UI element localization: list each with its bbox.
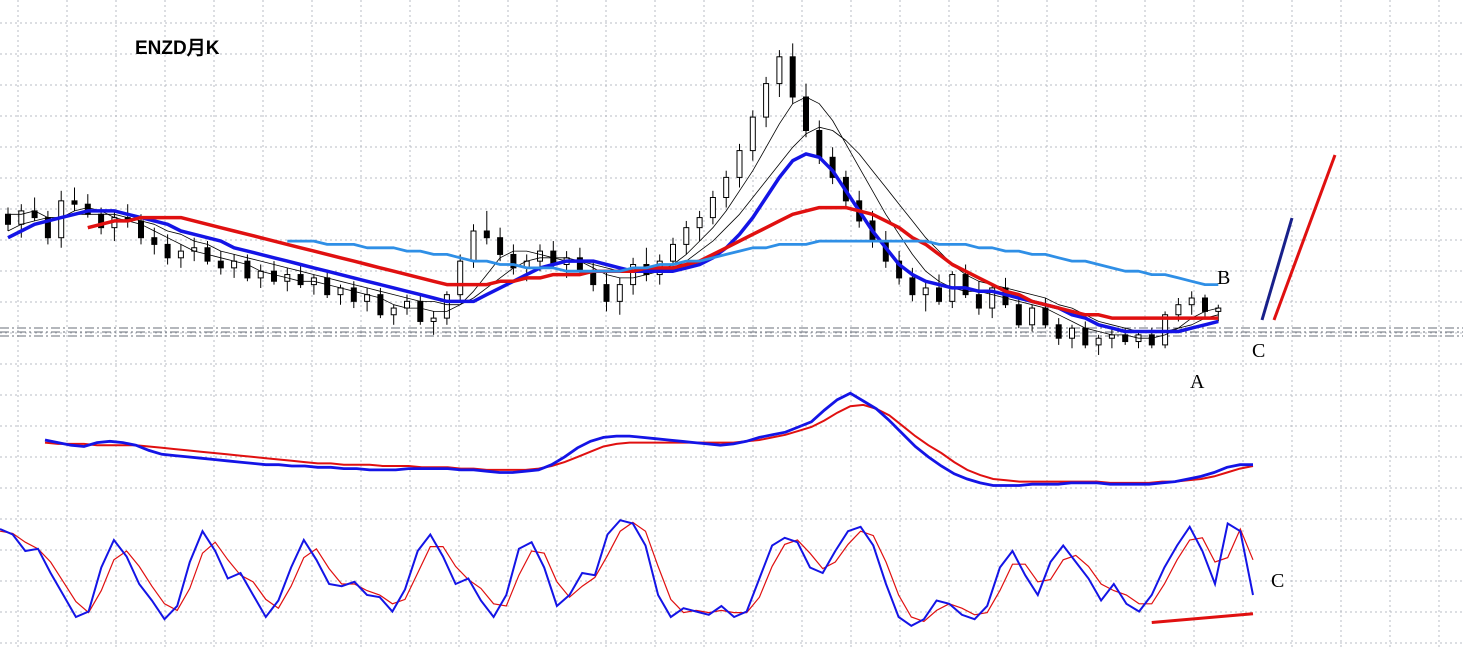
candle-body-down	[975, 294, 982, 309]
moving-average-blue	[7, 152, 1219, 334]
candle-body-up	[337, 287, 344, 296]
candle-body-down	[896, 260, 903, 279]
indicator-line-slow	[44, 403, 1254, 484]
candle-body-down	[936, 287, 942, 302]
candle-body-up	[709, 197, 716, 219]
candle-body-up	[470, 230, 477, 262]
candle-body-up	[537, 250, 543, 262]
candle-body-up	[1108, 334, 1115, 339]
candle-body-down	[1122, 334, 1129, 343]
candle-body-up	[616, 284, 623, 302]
candle-body-up	[630, 264, 637, 286]
candle-body-down	[217, 260, 224, 269]
candle-body-up	[231, 260, 238, 269]
moving-average-sky	[287, 239, 1219, 286]
candle-body-up	[18, 210, 25, 225]
candlesticks	[5, 43, 1222, 355]
candle-body-up	[443, 294, 450, 319]
candle-body-up	[257, 270, 264, 279]
oscillator-lines	[0, 519, 1254, 627]
candle-body-down	[5, 213, 11, 225]
candle-body-up	[1175, 304, 1182, 316]
candle-body-up	[430, 317, 437, 322]
candle-body-down	[497, 237, 504, 255]
candle-body-down	[483, 230, 490, 239]
candle-body-up	[390, 307, 397, 316]
candle-body-up	[989, 287, 996, 309]
indicator-lines	[44, 391, 1254, 487]
candle-body-up	[776, 56, 783, 85]
candle-body-up	[1215, 307, 1222, 312]
candle-body-up	[749, 116, 756, 152]
candle-body-down	[271, 270, 277, 282]
candle-body-up	[723, 176, 730, 198]
marker-c-oscillator-label: C	[1271, 570, 1285, 592]
candle-body-down	[1082, 327, 1089, 346]
candle-body-up	[177, 250, 184, 259]
candle-body-down	[1042, 307, 1049, 326]
marker-c-price-label: C	[1252, 340, 1266, 362]
candle-body-up	[683, 227, 690, 245]
candle-body-up	[1188, 297, 1195, 306]
candle-body-up	[364, 294, 371, 302]
candle-body-down	[244, 260, 251, 279]
oscillator-divergence-line	[1151, 612, 1254, 624]
candle-body-down	[164, 243, 171, 259]
candle-body-up	[1095, 337, 1102, 346]
candle-body-down	[1055, 324, 1062, 339]
indicator-line-fast	[44, 391, 1253, 487]
candle-body-up	[1029, 307, 1036, 326]
candle-body-down	[1015, 304, 1022, 326]
candle-body-down	[417, 300, 424, 322]
candle-body-down	[603, 284, 610, 302]
candle-body-down	[377, 294, 384, 316]
candle-body-down	[297, 274, 304, 286]
candle-body-down	[350, 287, 357, 302]
candle-body-up	[670, 243, 676, 262]
projection-lines	[1260, 154, 1337, 321]
candle-body-down	[803, 96, 809, 131]
candle-body-up	[736, 150, 743, 178]
price-reference-lines	[0, 327, 1463, 337]
projection-line-red	[1272, 154, 1337, 321]
marker-a-label: A	[1190, 371, 1205, 393]
moving-average-red	[87, 205, 1219, 320]
candle-body-down	[816, 130, 823, 158]
moving-average-thin	[8, 96, 1219, 339]
candle-body-up	[457, 260, 464, 296]
moving-averages	[7, 96, 1219, 339]
projection-line-blue	[1260, 217, 1294, 321]
candle-body-down	[324, 277, 331, 296]
marker-b-label: B	[1217, 267, 1231, 289]
candle-body-down	[909, 277, 916, 296]
chart-title: ENZD月K	[135, 38, 220, 59]
candle-body-up	[696, 217, 703, 229]
candle-body-down	[789, 56, 796, 98]
candle-body-up	[404, 300, 410, 309]
candle-body-down	[1202, 297, 1208, 312]
candle-body-up	[1069, 327, 1075, 339]
candle-body-up	[922, 287, 929, 296]
candle-body-down	[71, 200, 78, 205]
candle-body-down	[1148, 334, 1155, 346]
oscillator-line-fast	[0, 519, 1254, 627]
candle-body-up	[763, 83, 770, 118]
candle-body-down	[151, 237, 158, 245]
